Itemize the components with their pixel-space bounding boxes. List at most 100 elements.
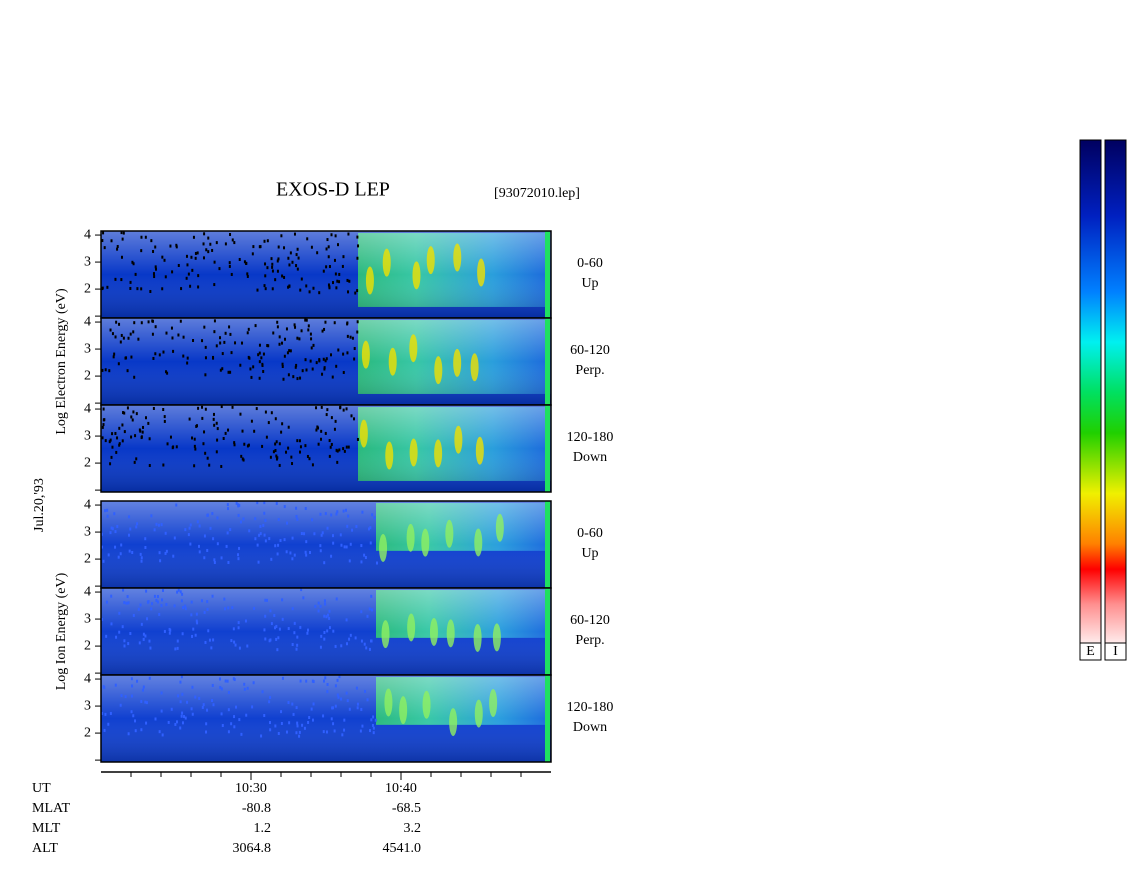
noise-dot [343,718,346,722]
noise-dot [116,436,119,440]
noise-dot [292,375,295,379]
noise-dot [287,256,290,260]
noise-dot [179,726,182,730]
noise-dot [280,341,283,345]
noise-dot [188,526,191,530]
noise-dot [140,435,143,439]
noise-dot [281,617,284,621]
noise-dot [327,283,330,287]
noise-dot [135,525,138,529]
intensity-spot [445,519,454,548]
noise-dot [237,553,240,557]
intensity-spot [426,246,435,275]
noise-dot [221,352,224,356]
noise-dot [334,704,337,708]
noise-dot [134,272,137,276]
noise-dot [184,716,187,720]
noise-dot [248,529,251,533]
noise-dot [349,542,352,546]
noise-dot [311,679,314,683]
noise-dot [229,528,232,532]
noise-dot [225,544,228,548]
noise-dot [116,524,119,528]
colorbar [1104,139,1127,646]
noise-dot [101,617,104,621]
noise-dot [237,513,240,517]
noise-dot [220,687,223,691]
noise-dot [344,508,347,512]
noise-dot [309,359,312,363]
noise-dot [196,251,199,255]
noise-dot [338,280,341,284]
noise-dot [339,406,342,410]
ephemeris-value: -80.8 [242,801,271,816]
noise-dot [131,418,134,422]
noise-dot [291,643,294,647]
noise-dot [227,561,230,565]
noise-dot [256,288,259,292]
noise-dot [293,631,296,635]
noise-dot [136,679,139,683]
intensity-spot [384,688,393,717]
noise-dot [230,351,233,355]
noise-dot [230,722,233,726]
noise-dot [134,434,137,438]
noise-dot [346,322,349,326]
noise-dot [312,343,315,347]
noise-dot [356,320,359,324]
noise-dot [341,264,344,268]
noise-dot [204,451,207,455]
noise-dot [295,264,298,268]
intensity-spot [446,619,455,648]
noise-dot [118,611,121,615]
noise-dot [270,257,273,261]
noise-dot [161,733,164,737]
noise-dot [309,332,312,336]
noise-dot [109,438,112,442]
noise-dot [261,444,264,448]
noise-dot [144,537,147,541]
noise-dot [294,365,297,369]
noise-dot [262,352,265,356]
noise-dot [175,503,178,507]
noise-dot [228,264,231,268]
noise-dot [126,406,129,410]
noise-dot [162,350,165,354]
noise-dot [110,239,113,243]
file-name: [93072010.lep] [494,186,580,201]
noise-dot [265,435,268,439]
noise-dot [262,369,265,373]
noise-dot [334,419,337,423]
noise-dot [328,616,331,620]
intensity-spot [434,356,443,385]
noise-dot [180,714,183,718]
noise-dot [127,732,130,736]
noise-dot [215,344,218,348]
noise-dot [329,445,332,449]
pitch-direction: Down [573,720,607,735]
noise-dot [204,407,207,411]
noise-dot [291,557,294,561]
noise-dot [320,437,323,441]
noise-dot [276,325,279,329]
noise-dot [227,507,230,511]
noise-dot [315,406,318,410]
noise-dot [198,550,201,554]
noise-dot [213,260,216,264]
noise-dot [233,640,236,644]
y-tick-label: 3 [84,428,91,443]
noise-dot [156,595,159,599]
noise-dot [204,356,207,360]
noise-dot [130,435,133,439]
noise-dot [283,246,286,250]
noise-dot [328,439,331,443]
noise-dot [202,442,205,446]
noise-dot [198,696,201,700]
noise-dot [241,429,244,433]
noise-dot [233,725,236,729]
noise-dot [268,639,271,643]
noise-dot [275,624,278,628]
noise-dot [293,553,296,557]
noise-dot [208,463,211,467]
noise-dot [101,545,104,549]
